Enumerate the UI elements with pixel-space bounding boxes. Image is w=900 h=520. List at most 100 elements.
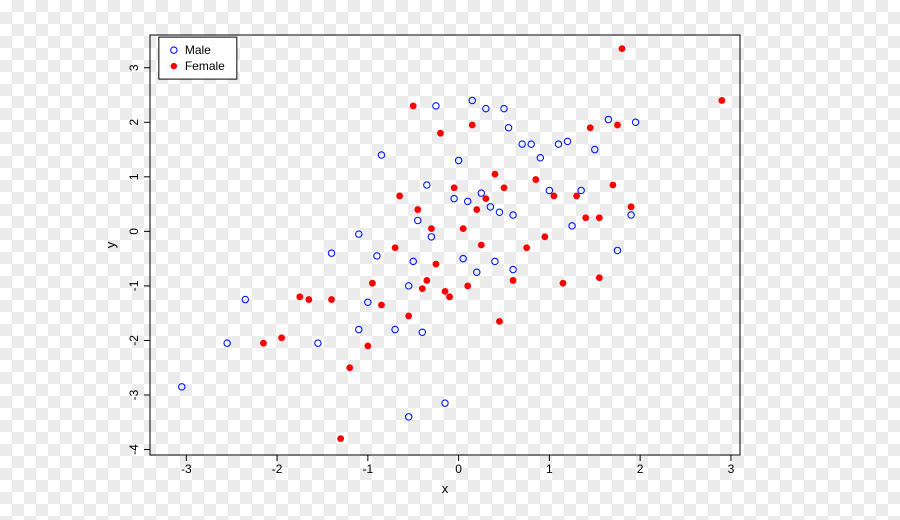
point-female — [337, 435, 344, 442]
point-female — [469, 122, 476, 129]
point-male — [537, 155, 543, 161]
point-female — [610, 182, 617, 189]
point-female — [305, 296, 312, 303]
point-male — [605, 116, 611, 122]
point-female — [378, 302, 385, 309]
point-male — [510, 266, 516, 272]
point-female — [410, 103, 417, 110]
point-female — [437, 130, 444, 137]
point-female — [492, 171, 499, 178]
point-female — [718, 97, 725, 104]
point-male — [315, 340, 321, 346]
point-male — [478, 190, 484, 196]
point-female — [587, 124, 594, 131]
point-male — [592, 146, 598, 152]
y-tick-label: -1 — [127, 280, 141, 291]
point-female — [392, 244, 399, 251]
point-male — [474, 269, 480, 275]
point-male — [460, 255, 466, 261]
point-male — [433, 103, 439, 109]
point-male — [356, 231, 362, 237]
point-male — [510, 212, 516, 218]
y-axis-label: y — [103, 241, 118, 248]
y-tick-label: 2 — [127, 119, 141, 126]
point-male — [501, 105, 507, 111]
point-female — [433, 261, 440, 268]
point-male — [242, 296, 248, 302]
point-female — [419, 285, 426, 292]
point-female — [423, 277, 430, 284]
x-tick-label: -3 — [181, 462, 192, 476]
point-female — [596, 214, 603, 221]
point-male — [483, 105, 489, 111]
point-male — [555, 141, 561, 147]
point-male — [405, 414, 411, 420]
point-female — [464, 283, 471, 290]
point-male — [378, 152, 384, 158]
point-male — [179, 384, 185, 390]
x-axis-label: x — [442, 481, 449, 496]
canvas: -3-2-10123-4-3-2-10123xyMaleFemale — [0, 0, 900, 520]
point-male — [419, 329, 425, 335]
point-male — [428, 234, 434, 240]
point-female — [510, 277, 517, 284]
point-female — [442, 288, 449, 295]
point-female — [496, 318, 503, 325]
point-female — [364, 343, 371, 350]
point-male — [519, 141, 525, 147]
point-female — [428, 225, 435, 232]
point-male — [492, 258, 498, 264]
point-female — [614, 122, 621, 129]
x-tick-label: 2 — [637, 462, 644, 476]
point-male — [328, 250, 334, 256]
point-male — [546, 187, 552, 193]
point-female — [328, 296, 335, 303]
point-female — [260, 340, 267, 347]
x-tick-label: 0 — [455, 462, 462, 476]
point-male — [564, 138, 570, 144]
y-tick-label: -2 — [127, 335, 141, 346]
legend-label: Male — [185, 43, 211, 57]
point-male — [410, 258, 416, 264]
point-female — [278, 334, 285, 341]
point-male — [405, 283, 411, 289]
scatter-chart: -3-2-10123-4-3-2-10123xyMaleFemale — [0, 0, 900, 520]
x-tick-label: -2 — [272, 462, 283, 476]
point-male — [392, 326, 398, 332]
y-tick-label: 1 — [127, 173, 141, 180]
point-male — [415, 217, 421, 223]
point-male — [455, 157, 461, 163]
point-male — [356, 326, 362, 332]
point-male — [451, 195, 457, 201]
point-female — [396, 193, 403, 200]
point-female — [473, 206, 480, 213]
point-male — [569, 223, 575, 229]
point-male — [578, 187, 584, 193]
point-male — [365, 299, 371, 305]
point-female — [482, 195, 489, 202]
point-male — [224, 340, 230, 346]
point-female — [619, 45, 626, 52]
point-female — [346, 364, 353, 371]
legend-label: Female — [185, 59, 225, 73]
point-female — [405, 313, 412, 320]
point-male — [496, 209, 502, 215]
legend-marker-icon — [171, 63, 177, 69]
point-female — [573, 193, 580, 200]
point-male — [505, 125, 511, 131]
point-female — [296, 293, 303, 300]
point-female — [414, 206, 421, 213]
y-tick-label: -3 — [127, 389, 141, 400]
point-female — [501, 184, 508, 191]
point-male — [442, 400, 448, 406]
point-female — [560, 280, 567, 287]
point-female — [460, 225, 467, 232]
x-tick-label: 1 — [546, 462, 553, 476]
point-male — [464, 198, 470, 204]
point-female — [551, 193, 558, 200]
x-tick-label: -1 — [363, 462, 374, 476]
point-male — [528, 141, 534, 147]
point-male — [614, 247, 620, 253]
point-female — [541, 233, 548, 240]
point-female — [628, 203, 635, 210]
